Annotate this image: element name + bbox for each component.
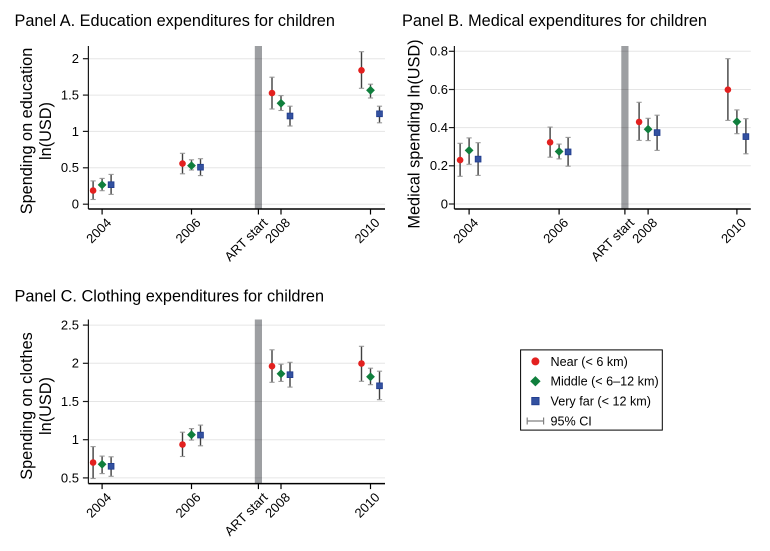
svg-text:0: 0 xyxy=(72,197,79,212)
svg-text:Very far (< 12 km): Very far (< 12 km) xyxy=(551,395,651,409)
svg-text:Medical spending ln(USD): Medical spending ln(USD) xyxy=(406,39,424,228)
svg-text:Spending on education: Spending on education xyxy=(18,48,36,215)
svg-text:0: 0 xyxy=(441,196,448,211)
svg-text:1: 1 xyxy=(72,124,79,139)
svg-text:ln(USD): ln(USD) xyxy=(37,102,55,160)
svg-text:0.4: 0.4 xyxy=(430,120,448,135)
svg-text:ln(USD): ln(USD) xyxy=(37,377,55,435)
svg-text:Spending on clothes: Spending on clothes xyxy=(18,332,36,480)
svg-text:0.8: 0.8 xyxy=(430,44,448,59)
svg-text:2: 2 xyxy=(72,51,79,66)
svg-text:0.5: 0.5 xyxy=(61,470,79,485)
svg-text:Panel C. Clothing expenditures: Panel C. Clothing expenditures for child… xyxy=(15,288,325,306)
svg-text:0.5: 0.5 xyxy=(61,160,79,175)
svg-text:0.2: 0.2 xyxy=(430,158,448,173)
svg-text:1.5: 1.5 xyxy=(61,88,79,103)
svg-text:2.5: 2.5 xyxy=(61,318,79,333)
svg-text:2: 2 xyxy=(72,356,79,371)
svg-text:1: 1 xyxy=(72,432,79,447)
svg-text:Middle (< 6–12 km): Middle (< 6–12 km) xyxy=(551,375,659,389)
svg-text:95% CI: 95% CI xyxy=(551,414,592,428)
svg-text:0.6: 0.6 xyxy=(430,82,448,97)
svg-text:1.5: 1.5 xyxy=(61,394,79,409)
svg-text:Near (< 6 km): Near (< 6 km) xyxy=(551,355,628,369)
svg-text:Panel A. Education expenditure: Panel A. Education expenditures for chil… xyxy=(15,12,335,30)
svg-text:Panel B. Medical expenditures: Panel B. Medical expenditures for childr… xyxy=(402,12,707,30)
